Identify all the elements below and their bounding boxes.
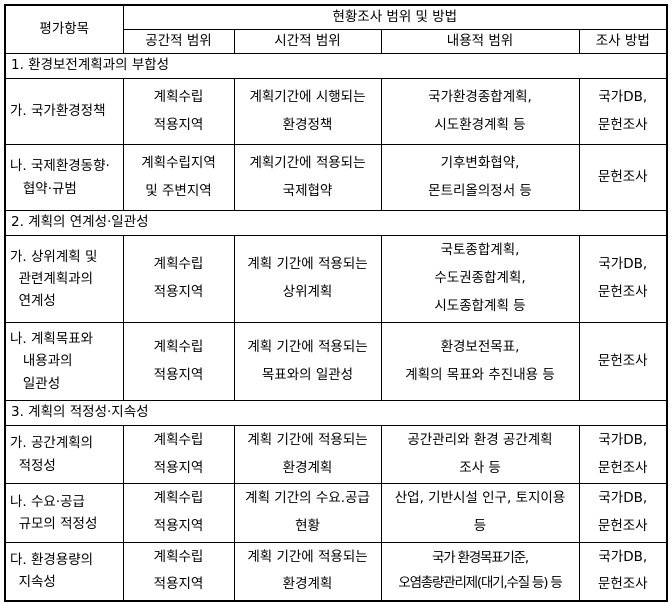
table-row: 가. 상위계획 및 관련계획과의 연계성 계획수립 적용지역 계획 기간에 적용… [4,235,668,323]
cell-method: 국가DB, 문헌조사 [578,483,668,543]
header-item-column: 평가항목 [4,4,124,54]
cell-temporal: 계획 기간의 수요.공급 현황 [233,483,382,543]
cell-method: 국가DB, 문헌조사 [578,424,668,485]
table-row: 나. 수요·공급 규모의 적정성 계획수립 적용지역 계획 기간의 수요.공급 … [4,483,668,543]
cell-method: 문헌조사 [578,144,668,211]
evaluation-scope-table: 평가항목 현황조사 범위 및 방법 공간적 범위 시간적 범위 내용적 범위 조… [4,4,669,602]
cell-spatial: 계획수립 적용지역 [122,235,235,323]
cell-method: 국가DB, 문헌조사 [578,235,668,323]
cell-spatial: 계획수립 적용지역 [122,483,235,543]
cell-item: 다. 환경용량의 지속성 [4,541,124,602]
section-row-1: 1. 환경보전계획과의 부합성 [4,53,668,79]
cell-item: 가. 상위계획 및 관련계획과의 연계성 [4,235,124,323]
cell-content: 국가 환경목표기준, 오염총량관리제(대기,수질 등) 등 [380,541,580,602]
header-row-columns: 공간적 범위 시간적 범위 내용적 범위 조사 방법 [5,29,668,54]
section-row-2: 2. 계획의 연계성·일관성 [4,210,668,236]
cell-content: 국토종합계획, 수도권종합계획, 시도종합계획 등 [380,235,580,323]
cell-spatial: 계획수립 적용지역 [122,322,235,401]
table-row: 나. 국제환경동향· 협약·규범 계획수립지역 및 주변지역 계획기간에 적용되… [4,144,668,211]
cell-item: 가. 공간계획의 적정성 [4,424,124,485]
header-group-title: 현황조사 범위 및 방법 [122,4,668,30]
table-row: 가. 공간계획의 적정성 계획수립 적용지역 계획 기간에 적용되는 환경계획 … [4,424,668,485]
section-title: 2. 계획의 연계성·일관성 [4,210,668,236]
cell-item: 나. 국제환경동향· 협약·규범 [4,144,124,211]
cell-content: 국가환경종합계획, 시도환경계획 등 [380,78,580,145]
cell-temporal: 계획기간에 시행되는 환경정책 [233,78,382,145]
header-spatial-range: 공간적 범위 [122,29,235,54]
cell-item: 나. 수요·공급 규모의 적정성 [4,483,124,543]
cell-temporal: 계획 기간에 적용되는 환경계획 [233,541,382,602]
header-survey-method: 조사 방법 [578,29,668,54]
cell-item: 나. 계획목표와 내용과의 일관성 [4,322,124,401]
table-row: 나. 계획목표와 내용과의 일관성 계획수립 적용지역 계획 기간에 적용되는 … [4,322,668,401]
section-row-3: 3. 계획의 적정성·지속성 [4,400,668,426]
cell-spatial: 계획수립 적용지역 [122,78,235,145]
cell-temporal: 계획기간에 적용되는 국제협약 [233,144,382,211]
cell-temporal: 계획 기간에 적용되는 목표와의 일관성 [233,322,382,401]
cell-content: 기후변화협약, 몬트리올의정서 등 [380,144,580,211]
table-row: 가. 국가환경정책 계획수립 적용지역 계획기간에 시행되는 환경정책 국가환경… [4,78,668,145]
cell-temporal: 계획 기간에 적용되는 환경계획 [233,424,382,485]
header-content-range: 내용적 범위 [380,29,580,54]
table-row: 다. 환경용량의 지속성 계획수립 적용지역 계획 기간에 적용되는 환경계획 … [4,541,668,602]
cell-spatial: 계획수립지역 및 주변지역 [122,144,235,211]
cell-method: 문헌조사 [578,322,668,401]
cell-method: 국가DB, 문헌조사 [578,541,668,602]
section-title: 1. 환경보전계획과의 부합성 [4,53,668,79]
cell-content: 산업, 기반시설 인구, 토지이용 등 [380,483,580,543]
header-temporal-range: 시간적 범위 [233,29,382,54]
cell-spatial: 계획수립 적용지역 [122,541,235,602]
cell-temporal: 계획 기간에 적용되는 상위계획 [233,235,382,323]
cell-content: 공간관리와 환경 공간계획 조사 등 [380,424,580,485]
cell-item: 가. 국가환경정책 [4,78,124,145]
cell-content: 환경보전목표, 계획의 목표와 추진내용 등 [380,322,580,401]
section-title: 3. 계획의 적정성·지속성 [4,400,668,426]
cell-spatial: 계획수립 적용지역 [122,424,235,485]
header-row-group: 평가항목 현황조사 범위 및 방법 [4,4,668,54]
document-page: 평가항목 현황조사 범위 및 방법 공간적 범위 시간적 범위 내용적 범위 조… [4,4,669,602]
cell-method: 국가DB, 문헌조사 [578,78,668,145]
